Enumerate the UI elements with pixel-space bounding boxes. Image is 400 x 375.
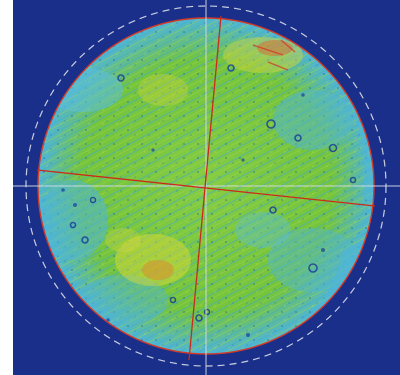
measurement-axes — [36, 15, 376, 361]
surface-map — [13, 0, 400, 375]
